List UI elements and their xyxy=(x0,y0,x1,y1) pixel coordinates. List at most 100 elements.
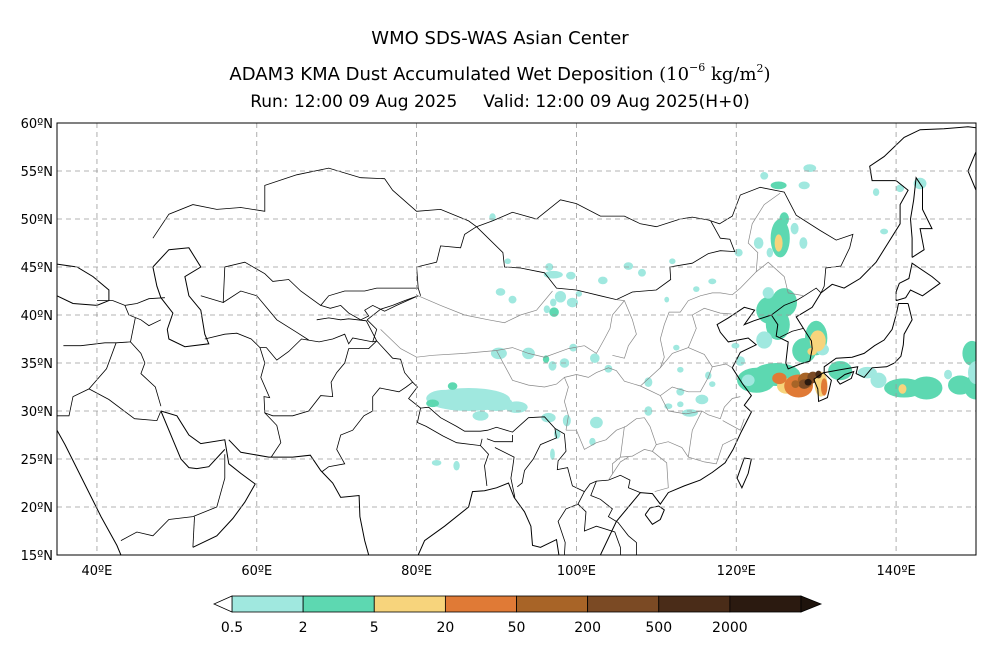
deposition-area xyxy=(550,448,555,460)
lat-tick-label: 45ºN xyxy=(21,261,53,276)
lon-tick-label: 100ºE xyxy=(557,564,596,579)
colorbar-under-arrow xyxy=(213,595,233,613)
deposition-area xyxy=(590,353,600,364)
country-border xyxy=(480,445,489,486)
colorbar-swatch xyxy=(302,595,375,613)
coastline xyxy=(909,176,933,258)
colorbar-swatch xyxy=(729,595,802,613)
colorbar-label: 50 xyxy=(508,620,526,636)
deposition-area xyxy=(872,188,880,196)
deposition-area xyxy=(779,212,790,226)
province-borders xyxy=(380,192,805,492)
country-border xyxy=(152,167,477,239)
deposition-area xyxy=(910,376,943,400)
deposition-area xyxy=(623,262,634,270)
country-border xyxy=(130,317,162,407)
province-border xyxy=(564,367,661,396)
lat-labels: 60ºN 55ºN 50ºN 45ºN 40ºN 35ºN 30ºN 25ºN 20ºN 15ºN xyxy=(21,117,53,564)
colorbar: 0.5 2 5 20 50 200 500 2000 xyxy=(213,595,823,636)
run-time: Run: 12:00 09 Aug 2025 xyxy=(250,92,458,112)
province-border xyxy=(620,444,657,458)
deposition-area xyxy=(590,416,603,429)
deposition-area xyxy=(545,263,554,271)
lon-tick-label: 120ºE xyxy=(717,564,756,579)
deposition-area xyxy=(541,412,556,423)
deposition-area xyxy=(809,330,826,352)
deposition-area xyxy=(898,384,907,394)
colorbar-swatch xyxy=(587,595,660,613)
deposition-area xyxy=(604,364,613,373)
colorbar-swatch xyxy=(444,595,517,613)
deposition-area xyxy=(677,401,684,408)
deposition-area xyxy=(708,278,717,285)
deposition-area xyxy=(756,331,773,349)
deposition-area xyxy=(753,237,764,249)
deposition-area xyxy=(472,411,489,421)
country-border xyxy=(97,297,165,306)
deposition-area xyxy=(774,234,783,252)
deposition-area xyxy=(548,361,557,371)
province-border xyxy=(688,347,733,369)
country-border xyxy=(124,305,162,327)
colorbar-label: 0.5 xyxy=(221,620,243,636)
country-border xyxy=(517,428,557,488)
deposition-area xyxy=(741,374,755,387)
country-border xyxy=(264,412,282,458)
deposition-area xyxy=(798,181,810,190)
coastline xyxy=(160,410,256,548)
coastline xyxy=(895,262,941,302)
deposition-area xyxy=(453,460,460,471)
country-border xyxy=(316,317,378,342)
country-border xyxy=(416,408,483,447)
lat-tick-label: 25ºN xyxy=(21,453,53,468)
country-border xyxy=(259,340,377,417)
deposition-area xyxy=(575,291,583,297)
deposition-area xyxy=(820,378,828,396)
country-border xyxy=(476,186,854,294)
deposition-area xyxy=(589,437,596,446)
lat-tick-label: 20ºN xyxy=(21,501,53,516)
deposition-area xyxy=(554,291,567,303)
deposition-area xyxy=(693,286,700,292)
run-valid-line: Run: 12:00 09 Aug 2025 Valid: 12:00 09 Au… xyxy=(0,92,1000,112)
deposition-area xyxy=(562,414,571,427)
province-border xyxy=(660,366,713,396)
lat-tick-label: 60ºN xyxy=(21,117,53,132)
lat-tick-label: 50ºN xyxy=(21,213,53,228)
coastline xyxy=(836,370,855,385)
deposition-area xyxy=(644,406,653,416)
deposition-area xyxy=(669,258,676,265)
province-border xyxy=(608,456,629,481)
lat-tick-label: 35ºN xyxy=(21,357,53,372)
colorbar-label: 20 xyxy=(436,620,454,636)
coastline xyxy=(57,429,122,555)
deposition-area xyxy=(791,380,800,388)
deposition-area xyxy=(508,295,517,304)
province-border xyxy=(612,300,637,359)
deposition-area xyxy=(543,270,563,279)
lon-labels: 40ºE 60ºE 80ºE 100ºE 120ºE 140ºE xyxy=(82,564,916,579)
deposition-area xyxy=(677,366,684,373)
country-border xyxy=(554,427,641,493)
deposition-area xyxy=(760,171,769,180)
country-border xyxy=(494,447,516,498)
deposition-area xyxy=(705,371,712,380)
country-border xyxy=(192,516,195,548)
deposition-area xyxy=(804,378,812,386)
coastline xyxy=(813,371,832,403)
province-border xyxy=(584,299,626,354)
coastline xyxy=(820,126,976,294)
coastline xyxy=(644,505,665,525)
deposition-area xyxy=(807,347,817,356)
province-border xyxy=(612,426,625,474)
deposition-area xyxy=(968,361,976,385)
deposition-area xyxy=(870,372,887,388)
graticule xyxy=(57,123,976,555)
deposition-area xyxy=(799,237,808,249)
province-border xyxy=(659,395,741,420)
coastlines xyxy=(57,126,976,555)
deposition-area xyxy=(880,228,889,235)
coastline xyxy=(160,410,226,470)
province-border xyxy=(660,307,732,369)
lat-tick-label: 30ºN xyxy=(21,405,53,420)
